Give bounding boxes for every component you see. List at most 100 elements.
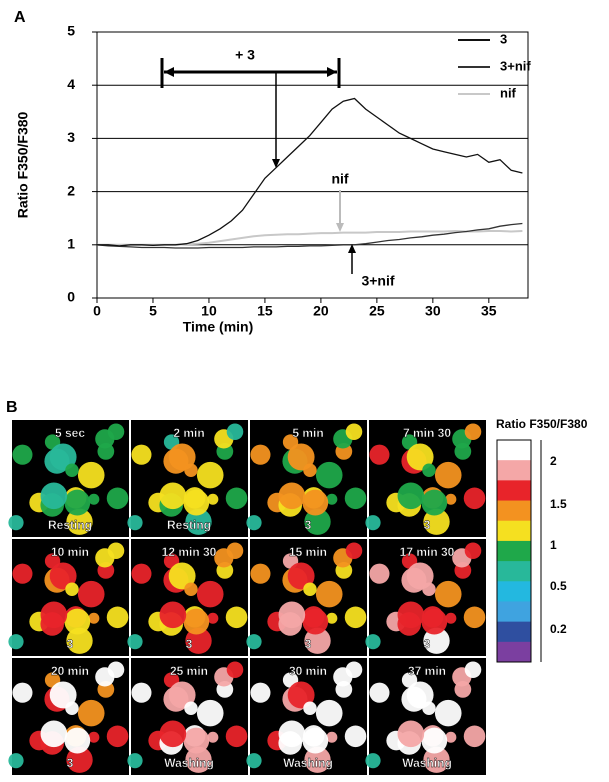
cell-blob — [127, 515, 143, 531]
cell-blob — [8, 515, 24, 531]
cell-blob — [406, 562, 434, 590]
cell-blob — [445, 731, 457, 743]
cell-blob — [303, 582, 317, 596]
tile-time: 2 min — [173, 426, 204, 440]
cell-blob — [184, 701, 198, 715]
cell-blob — [107, 423, 125, 441]
y-tick-label: 4 — [67, 76, 75, 92]
tile-condition: 3 — [186, 637, 193, 651]
panel-label: B — [6, 399, 18, 416]
cell-blob — [106, 725, 129, 748]
cell-blob — [464, 423, 482, 441]
cell-blob — [66, 508, 93, 535]
cell-blob — [207, 731, 219, 743]
cell-blob — [422, 463, 436, 477]
cell-blob — [226, 661, 244, 679]
cell-blob — [250, 444, 271, 465]
arrowhead — [336, 223, 344, 232]
y-axis-label: Ratio F350/F380 — [15, 111, 31, 218]
cell-blob — [49, 562, 77, 590]
cell-blob — [422, 701, 436, 715]
cell-blob — [107, 542, 125, 560]
colorbar-label: 0.2 — [550, 622, 567, 636]
cell-blob — [278, 720, 306, 748]
cell-blob — [226, 423, 244, 441]
cell-blob — [326, 493, 338, 505]
cell-blob — [196, 580, 224, 608]
colorbar-segment — [497, 500, 531, 522]
cell-blob — [365, 515, 381, 531]
colorbar-segment — [497, 520, 531, 542]
cell-blob — [185, 627, 212, 654]
panel-label: A — [14, 9, 26, 26]
annotation: 3+nif — [361, 273, 394, 289]
x-tick-label: 0 — [93, 303, 101, 319]
cell-blob — [397, 720, 425, 748]
cell-blob — [196, 461, 224, 489]
tile-time: 10 min — [51, 545, 89, 559]
colorbar-label: 0.5 — [550, 579, 567, 593]
cell-blob — [107, 661, 125, 679]
cell-blob — [421, 489, 448, 516]
legend-label: nif — [500, 85, 517, 100]
cell-blob — [12, 444, 33, 465]
cell-blob — [421, 727, 448, 754]
colorbar-segment — [497, 460, 531, 481]
cell-blob — [168, 562, 196, 590]
tile-time: 37 min — [408, 664, 446, 678]
colorbar-segment — [497, 581, 531, 602]
cell-blob — [183, 608, 210, 635]
cell-blob — [65, 701, 79, 715]
cell-blob — [369, 563, 390, 584]
cell-blob — [185, 746, 212, 773]
cell-blob — [88, 731, 100, 743]
annotation: + 3 — [235, 47, 255, 63]
cell-blob — [344, 487, 367, 510]
cell-blob — [397, 482, 425, 510]
cell-blob — [159, 720, 187, 748]
y-tick-label: 0 — [67, 289, 75, 305]
tile-condition: Washing — [402, 756, 452, 770]
tile-time: 5 min — [292, 426, 323, 440]
cell-blob — [345, 661, 363, 679]
arrowhead — [348, 244, 356, 253]
cell-blob — [40, 601, 68, 629]
tile-condition: Washing — [164, 756, 214, 770]
cell-blob — [131, 444, 152, 465]
colorbar-segment — [497, 440, 531, 461]
cell-blob — [225, 487, 248, 510]
cell-blob — [287, 443, 315, 471]
cell-blob — [40, 720, 68, 748]
colorbar-segment — [497, 641, 531, 663]
cell-blob — [131, 563, 152, 584]
tile-time: 5 sec — [55, 426, 85, 440]
cell-blob — [159, 601, 187, 629]
cell-blob — [302, 489, 329, 516]
cell-blob — [463, 606, 486, 629]
cell-blob — [64, 608, 91, 635]
y-tick-label: 5 — [67, 23, 75, 39]
cell-blob — [278, 601, 306, 629]
tile-condition: 3 — [305, 518, 312, 532]
tile-condition: Resting — [48, 518, 92, 532]
cell-blob — [64, 489, 91, 516]
tile-condition: 3 — [305, 637, 312, 651]
tile-time: 7 min 30 — [403, 426, 451, 440]
cell-blob — [49, 681, 77, 709]
colorbar-segment — [497, 621, 531, 643]
cell-blob — [344, 725, 367, 748]
cell-blob — [302, 608, 329, 635]
x-tick-label: 15 — [257, 303, 273, 319]
cell-blob — [106, 606, 129, 629]
cell-blob — [422, 582, 436, 596]
cell-blob — [77, 699, 105, 727]
cell-blob — [434, 699, 462, 727]
cell-blob — [315, 461, 343, 489]
cell-blob — [225, 725, 248, 748]
cell-blob — [463, 487, 486, 510]
cell-blob — [423, 508, 450, 535]
y-tick-label: 2 — [67, 182, 75, 198]
cell-blob — [159, 482, 187, 510]
tile-condition: Washing — [283, 756, 333, 770]
cell-blob — [183, 489, 210, 516]
